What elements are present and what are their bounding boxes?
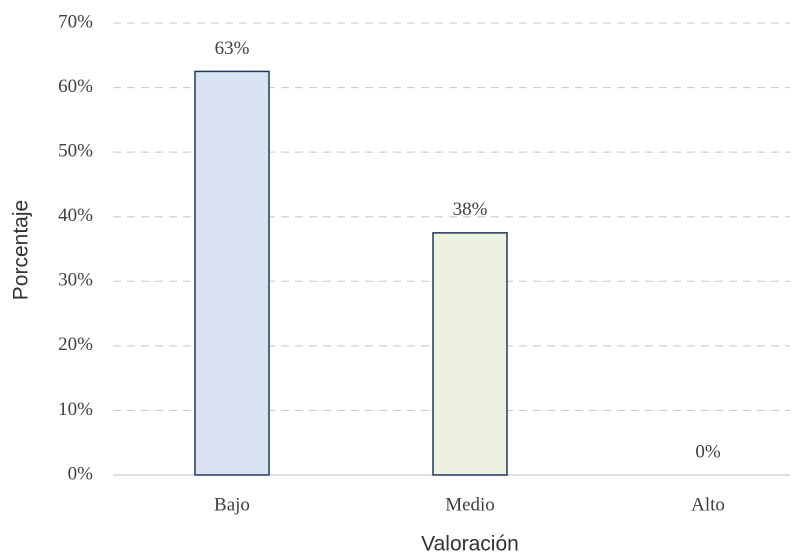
y-tick-label: 50% [58,141,93,162]
x-axis-title: Valoración [421,533,519,556]
x-tick-label: Medio [445,494,495,515]
data-label: 38% [453,199,488,220]
x-tick-label: Alto [691,494,725,515]
data-label: 63% [215,38,250,59]
data-label: 0% [695,441,721,462]
y-tick-label: 60% [58,76,93,97]
bar [432,232,508,476]
y-tick-label: 20% [58,334,93,355]
y-axis-title: Porcentaje [10,200,33,300]
y-tick-label: 70% [58,11,93,32]
y-tick-label: 40% [58,205,93,226]
y-tick-label: 10% [58,399,93,420]
bar [194,70,270,476]
y-tick-label: 30% [58,270,93,291]
x-tick-label: Bajo [214,494,250,515]
y-tick-label: 0% [68,463,94,484]
